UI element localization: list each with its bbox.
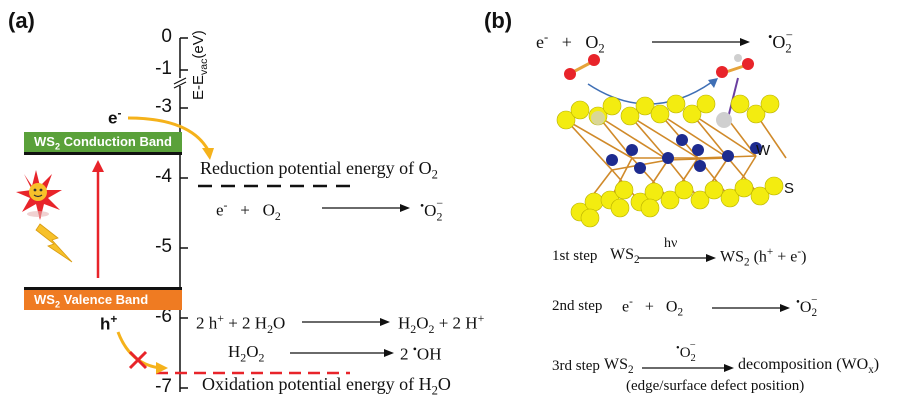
step1-name: 1st step — [552, 248, 598, 264]
step2-right: •O2− — [796, 294, 818, 320]
eq3-right: 2 •OH — [400, 342, 442, 364]
panel-b-label: (b) — [484, 8, 513, 33]
eq2-left: 2 h+ + 2 H2O — [196, 311, 286, 337]
tick-label: -1 — [155, 58, 172, 79]
hole-label: h+ — [100, 312, 118, 334]
tick-label: -4 — [155, 166, 172, 187]
conduction-band-line — [24, 152, 182, 155]
tick-label: 0 — [161, 26, 172, 47]
top-eq-right: •O2− — [768, 28, 793, 56]
eq2-right: H2O2 + 2 H+ — [398, 311, 485, 337]
step1-left: WS2 — [610, 246, 640, 267]
tick-label: -5 — [155, 236, 172, 257]
valence-band-line — [24, 287, 182, 290]
axis-break — [173, 77, 187, 85]
defect-site — [716, 112, 732, 128]
atom-label-s: S — [784, 180, 795, 197]
step3-left: WS2 — [604, 356, 634, 377]
tick-label: -7 — [155, 376, 172, 397]
step1-right: WS2 (h+ + e-) — [720, 246, 807, 269]
step3-name: 3rd step — [552, 358, 600, 374]
eq1-left: e- + O2 — [216, 198, 281, 224]
reduction-potential-label: Reduction potential energy of O2 — [200, 158, 438, 182]
sulfur-atoms-bottom — [570, 176, 784, 228]
step3-right: decomposition (WOx) — [738, 356, 880, 377]
step2-left: e- + O2 — [622, 296, 684, 319]
step2-name: 2nd step — [552, 298, 603, 314]
tungsten-atoms — [606, 134, 762, 174]
step1-arrow-label: hν — [664, 236, 678, 251]
step3-arrow-label: •O2− — [676, 340, 696, 364]
electron-label: e- — [108, 106, 122, 128]
sun-icon — [16, 170, 62, 220]
oxidation-potential-label: Oxidation potential energy of H2O — [202, 374, 451, 398]
lightning-icon — [35, 223, 73, 263]
tick-label: -6 — [155, 306, 172, 327]
eq1-right: •O2− — [420, 196, 444, 224]
superoxide-molecule-right — [716, 54, 754, 78]
panel-a-label: (a) — [8, 8, 35, 33]
top-eq-left: e- + O2 — [536, 30, 605, 56]
conduction-band: WS2 Conduction Band — [24, 132, 182, 152]
electron-transfer-arrow — [127, 116, 210, 151]
eq3-left: H2O2 — [228, 342, 265, 365]
step3-note: (edge/surface defect position) — [626, 378, 805, 394]
tick-label: -3 — [155, 96, 172, 117]
valence-band: WS2 Valence Band — [24, 290, 182, 310]
o2-molecule-left — [564, 54, 600, 80]
atom-label-w: W — [756, 142, 771, 159]
sulfur-atoms-top — [556, 94, 780, 130]
